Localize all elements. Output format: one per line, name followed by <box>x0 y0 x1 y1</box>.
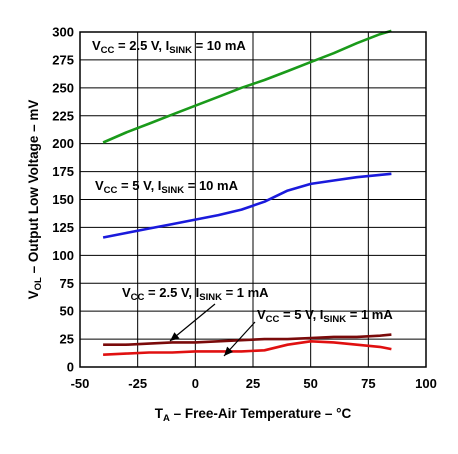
x-tick-label: 50 <box>303 376 317 391</box>
y-tick-label: 100 <box>52 248 74 263</box>
y-tick-label: 75 <box>60 276 74 291</box>
y-axis-label: VOL – Output Low Voltage – mV <box>26 100 44 300</box>
x-axis-label: TA – Free-Air Temperature – °C <box>155 406 352 424</box>
x-tick-label: -25 <box>128 376 147 391</box>
y-tick-label: 250 <box>52 80 74 95</box>
annotation-vcc5_1ma: VCC = 5 V, ISINK = 1 mA <box>257 307 393 325</box>
y-tick-label: 0 <box>67 360 74 375</box>
series-line-vcc25_1ma <box>103 333 392 347</box>
series-annotations: VCC = 2.5 V, ISINK = 10 mA VCC = 5 V, ISI… <box>92 38 393 325</box>
y-tick-label: 25 <box>60 332 74 347</box>
annotation-vcc25_10ma: VCC = 2.5 V, ISINK = 10 mA <box>92 38 246 56</box>
y-tick-label: 125 <box>52 220 74 235</box>
y-tick-labels: 0 25 50 75 100 125 150 175 200 225 250 275 300 <box>52 25 74 375</box>
x-tick-labels: -50 -25 0 25 50 75 100 <box>71 376 437 391</box>
series-line-vcc5_10ma <box>102 172 392 239</box>
arrow-vcc5-1ma-head <box>224 346 234 356</box>
series-line-vcc25_10ma <box>102 29 392 144</box>
plot-frame <box>79 31 427 368</box>
y-tick-label: 300 <box>52 25 74 40</box>
annotation-vcc25_1ma: VCC = 2.5 V, ISINK = 1 mA <box>122 285 269 303</box>
arrow-vcc25-1ma-shaft <box>169 303 216 342</box>
x-tick-label: 100 <box>415 376 437 391</box>
series-lines <box>102 29 392 356</box>
y-tick-label: 200 <box>52 136 74 151</box>
y-tick-label: 275 <box>52 52 74 67</box>
y-tick-label: 150 <box>52 192 74 207</box>
x-tick-label: 25 <box>246 376 260 391</box>
arrow-vcc25-1ma-head <box>170 332 180 341</box>
x-tick-label: 0 <box>192 376 199 391</box>
y-tick-label: 225 <box>52 108 74 123</box>
y-tick-label: 50 <box>60 304 74 319</box>
annotation-arrows <box>169 303 256 357</box>
annotation-vcc5_10ma: VCC = 5 V, ISINK = 10 mA <box>95 178 239 196</box>
series-line-vcc5_1ma <box>103 339 392 356</box>
y-tick-label: 175 <box>52 164 74 179</box>
x-tick-label: -50 <box>71 376 90 391</box>
x-tick-label: 75 <box>361 376 375 391</box>
